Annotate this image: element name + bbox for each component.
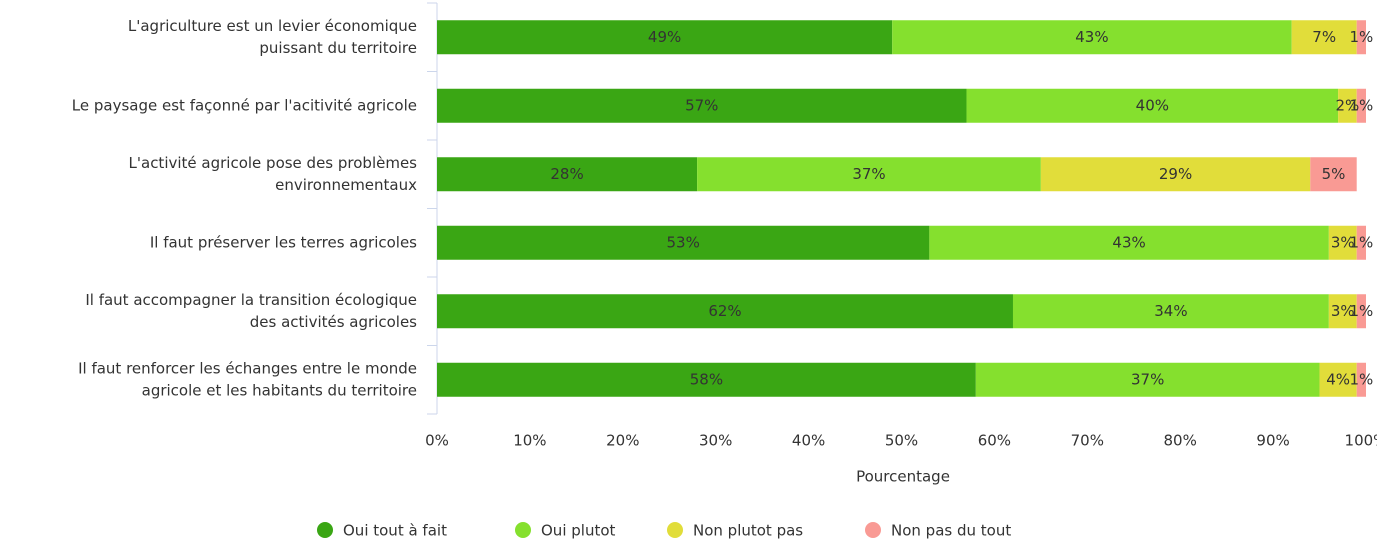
legend-label: Non pas du tout (891, 522, 1011, 540)
x-tick-label: 30% (699, 432, 732, 450)
bar-segment (437, 20, 893, 55)
bar-segment (929, 225, 1329, 260)
category-label: des activités agricoles (250, 313, 417, 331)
bar-segment (1356, 294, 1366, 329)
data-label: 2% (1336, 96, 1360, 114)
category-label: Le paysage est façonné par l'acitivité a… (72, 96, 417, 114)
data-label: 57% (685, 96, 718, 114)
data-label: 58% (690, 370, 723, 388)
bar-segment (1040, 157, 1311, 192)
data-label: 7% (1312, 28, 1336, 46)
category-label: Il faut préserver les terres agricoles (150, 233, 417, 251)
x-tick-label: 0% (425, 432, 449, 450)
data-label: 1% (1349, 28, 1373, 46)
legend-label: Oui plutot (541, 522, 616, 540)
bar-segment (1310, 157, 1357, 192)
bar-segment (892, 20, 1292, 55)
data-label: 1% (1349, 233, 1373, 251)
x-axis-title: Pourcentage (856, 468, 950, 486)
data-label: 28% (550, 165, 583, 183)
data-label: 34% (1154, 302, 1187, 320)
data-label: 5% (1322, 165, 1346, 183)
bar-segment (975, 362, 1320, 397)
data-label: 43% (1075, 28, 1108, 46)
x-tick-label: 40% (792, 432, 825, 450)
data-label: 37% (1131, 370, 1164, 388)
category-label: agricole et les habitants du territoire (142, 381, 417, 399)
data-label: 29% (1159, 165, 1192, 183)
x-tick-label: 100% (1345, 432, 1377, 450)
data-label: 40% (1136, 96, 1169, 114)
bar-segment (966, 88, 1339, 123)
legend-marker (667, 522, 683, 538)
legend-label: Oui tout à fait (343, 522, 447, 540)
legend-marker (515, 522, 531, 538)
bar-segment (437, 225, 930, 260)
bar-segment (437, 294, 1013, 329)
data-label: 62% (708, 302, 741, 320)
legend-label: Non plutot pas (693, 522, 803, 540)
bar-segment (437, 88, 967, 123)
data-label: 53% (667, 233, 700, 251)
data-label: 43% (1112, 233, 1145, 251)
category-label: L'activité agricole pose des problèmes (129, 154, 418, 172)
data-label: 1% (1349, 370, 1373, 388)
data-label: 3% (1331, 302, 1355, 320)
bar-segment (1338, 88, 1357, 123)
bar-segment (1319, 362, 1357, 397)
x-tick-label: 60% (978, 432, 1011, 450)
bar-segment (1356, 225, 1366, 260)
x-tick-label: 80% (1164, 432, 1197, 450)
legend-marker (317, 522, 333, 538)
category-label: environnementaux (275, 176, 417, 194)
bar-segment (1328, 225, 1357, 260)
x-tick-label: 20% (606, 432, 639, 450)
bar-segment (1356, 88, 1366, 123)
category-label: Il faut renforcer les échanges entre le … (78, 359, 417, 377)
data-label: 1% (1349, 96, 1373, 114)
bar-segment (1356, 20, 1366, 55)
x-tick-label: 70% (1071, 432, 1104, 450)
data-label: 4% (1326, 370, 1350, 388)
category-label: Il faut accompagner la transition écolog… (85, 291, 417, 309)
bar-segment (437, 157, 698, 192)
category-label: L'agriculture est un levier économique (128, 17, 417, 35)
bar-segment (1356, 362, 1366, 397)
data-label: 37% (852, 165, 885, 183)
data-label: 3% (1331, 233, 1355, 251)
bar-segment (697, 157, 1041, 192)
data-label: 1% (1349, 302, 1373, 320)
x-tick-label: 50% (885, 432, 918, 450)
legend-marker (865, 522, 881, 538)
category-label: puissant du territoire (259, 39, 417, 57)
bar-segment (1012, 294, 1329, 329)
x-tick-label: 90% (1256, 432, 1289, 450)
x-tick-label: 10% (513, 432, 546, 450)
bar-segment (1291, 20, 1357, 55)
data-label: 49% (648, 28, 681, 46)
bar-segment (437, 362, 976, 397)
bar-segment (1328, 294, 1357, 329)
